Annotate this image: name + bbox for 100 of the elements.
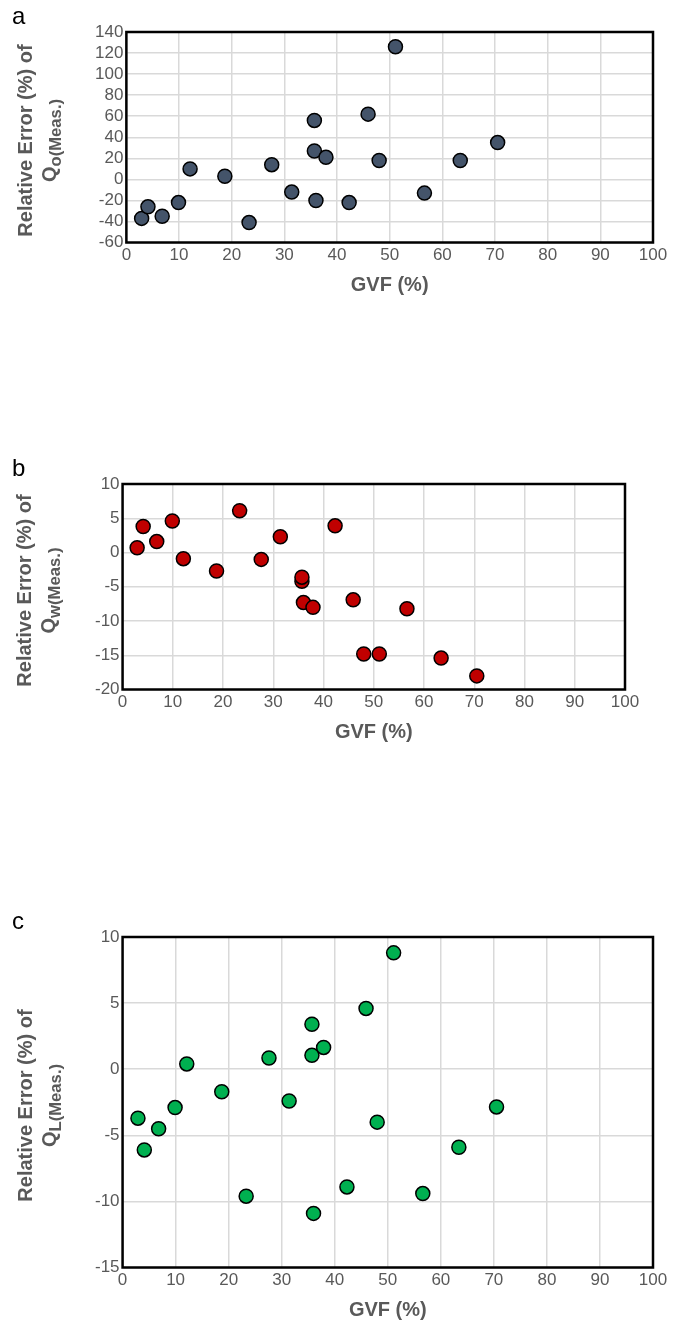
y-tick-label: -40 [98, 211, 124, 231]
point [339, 1179, 355, 1195]
point [358, 1000, 374, 1017]
x-tick-label: 100 [638, 245, 668, 265]
x-tick-label: 90 [565, 692, 585, 712]
point [318, 149, 334, 166]
point [306, 143, 323, 159]
point [433, 650, 449, 666]
point [371, 152, 387, 169]
point [129, 539, 145, 556]
point [416, 185, 433, 201]
point [281, 1093, 297, 1109]
y-tick-label: -10 [94, 1191, 120, 1211]
point [308, 192, 324, 209]
point [355, 646, 372, 662]
point [452, 152, 468, 169]
point [140, 199, 156, 215]
point [217, 168, 233, 185]
point [154, 208, 170, 225]
x-tick-label: 70 [464, 692, 484, 712]
point [306, 112, 323, 129]
x-tick-label: 50 [364, 692, 384, 712]
x-tick-label: 100 [638, 1270, 668, 1290]
x-tick-label: 60 [432, 245, 452, 265]
y-tick-label: 0 [110, 1058, 120, 1078]
y-tick-label: 0 [113, 169, 124, 189]
x-tick-label: 60 [414, 692, 434, 712]
point [170, 194, 187, 211]
point [304, 1016, 320, 1033]
y-tick-label: 10 [100, 926, 120, 946]
x-tick-label: 20 [222, 245, 242, 265]
point [399, 600, 415, 617]
y-tick-label: 60 [104, 105, 124, 125]
x-tick-label: 30 [263, 692, 283, 712]
point [345, 592, 361, 608]
y-tick-label: 140 [94, 21, 124, 41]
y-tick-label: -10 [94, 610, 120, 630]
point [304, 1047, 320, 1064]
point [469, 668, 485, 684]
point [164, 513, 181, 529]
point [371, 646, 388, 662]
x-axis-title: GVF (%) [350, 272, 429, 295]
point [489, 134, 506, 151]
y-tick-label: 80 [104, 84, 124, 104]
point [369, 1114, 385, 1130]
point [136, 1142, 153, 1158]
point [360, 106, 376, 122]
point [150, 1121, 167, 1137]
point [167, 1099, 183, 1116]
x-tick-label: 30 [274, 245, 294, 265]
point [415, 1185, 431, 1202]
x-tick-label: 80 [515, 692, 534, 712]
chart-title: b [12, 454, 26, 482]
x-tick-label: 40 [314, 692, 333, 712]
x-tick-label: 50 [378, 1270, 398, 1290]
point [182, 161, 198, 177]
y-tick-label: 0 [110, 542, 120, 562]
point [130, 1110, 146, 1126]
x-axis-title: GVF (%) [348, 1297, 427, 1320]
point [253, 551, 269, 568]
y-tick-label: -5 [104, 576, 120, 596]
point [261, 1050, 277, 1066]
point [179, 1056, 195, 1072]
point [488, 1099, 505, 1115]
x-tick-label: 70 [484, 1270, 504, 1290]
x-tick-label: 10 [169, 245, 189, 265]
point [238, 1188, 254, 1204]
y-tick-label: 100 [94, 63, 124, 83]
x-tick-label: 50 [380, 245, 400, 265]
point [148, 533, 165, 550]
chart-title: a [12, 2, 26, 30]
y-tick-label: 10 [100, 473, 120, 493]
x-tick-label: 80 [538, 245, 558, 265]
point [133, 210, 150, 227]
x-axis-title: GVF (%) [334, 719, 413, 742]
x-tick-label: 60 [431, 1270, 451, 1290]
point [305, 599, 321, 616]
x-tick-label: 80 [537, 1270, 557, 1290]
y-tick-label: 5 [110, 507, 120, 527]
point [241, 214, 257, 231]
point [327, 518, 343, 534]
chart-title: c [12, 907, 24, 935]
x-tick-label: 40 [325, 1270, 345, 1290]
y-tick-label: -15 [94, 645, 120, 665]
point [272, 529, 289, 545]
y-tick-label: -5 [104, 1125, 120, 1145]
point [214, 1083, 230, 1100]
x-tick-label: 10 [166, 1270, 186, 1290]
point [341, 194, 357, 211]
point [175, 550, 192, 567]
point [231, 502, 248, 519]
x-tick-label: 20 [219, 1270, 239, 1290]
y-tick-label: -20 [98, 190, 124, 210]
x-tick-label: 40 [327, 245, 347, 265]
y-tick-label: 40 [104, 126, 124, 146]
point [135, 518, 151, 535]
point [305, 1205, 322, 1222]
point [283, 184, 300, 200]
point [208, 563, 225, 579]
y-tick-label: 120 [94, 42, 124, 62]
